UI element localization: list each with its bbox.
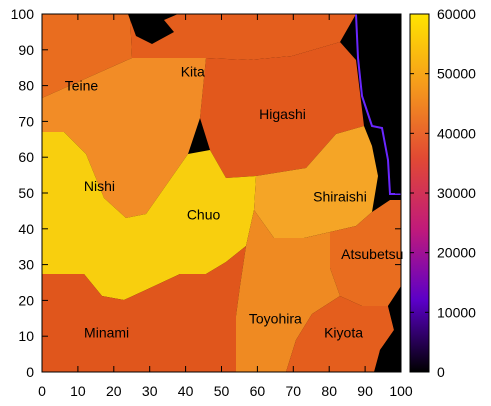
y-tick-label-10: 10 (18, 328, 34, 344)
region-label-kiyota: Kiyota (324, 325, 363, 341)
region-shape-shiraishi (254, 126, 378, 238)
y-tick-label-20: 20 (18, 292, 34, 308)
y-tick-label-90: 90 (18, 42, 34, 58)
x-tick-label-70: 70 (286, 383, 302, 399)
x-tick-label-20: 20 (106, 383, 122, 399)
region-label-nishi: Nishi (84, 178, 115, 194)
colorbar-tick-label-40000: 40000 (437, 125, 476, 141)
region-shape-kita (130, 14, 356, 60)
region-label-atsubetsu: Atsubetsu (341, 246, 403, 262)
x-tick-label-50: 50 (214, 383, 230, 399)
outside-area-bottom-right (376, 286, 401, 372)
region-shape-minami (42, 246, 246, 372)
region-label-shiraishi: Shiraishi (313, 189, 367, 205)
x-tick-label-60: 60 (250, 383, 266, 399)
region-label-toyohira: Toyohira (249, 310, 302, 326)
y-tick-label-100: 100 (11, 6, 35, 22)
x-tick-label-90: 90 (357, 383, 373, 399)
region-shape-chuo (42, 132, 256, 300)
region-label-teine: Teine (65, 78, 99, 94)
y-tick-label-40: 40 (18, 221, 34, 237)
y-tick-label-30: 30 (18, 257, 34, 273)
region-shape-teine (42, 14, 132, 98)
region-labels-layer: Teine Kita Higashi Nishi Chuo Shiraishi Atsube… (65, 63, 404, 340)
district-map-layer (42, 14, 401, 372)
x-tick-label-30: 30 (142, 383, 158, 399)
region-label-chuo: Chuo (187, 206, 221, 222)
region-shape-kiyota (286, 296, 394, 372)
x-tick-label-0: 0 (38, 383, 46, 399)
region-shape-toyohira (236, 210, 340, 372)
colorbar-tick-label-0: 0 (437, 364, 445, 380)
y-tick-label-0: 0 (26, 364, 34, 380)
colorbar-ticks: 0 10000 20000 30000 40000 50000 60000 (410, 6, 476, 380)
colorbar-tick-label-10000: 10000 (437, 304, 476, 320)
y-axis: 0 10 20 30 40 50 60 70 80 90 100 (11, 6, 401, 380)
outside-city-layer (46, 14, 401, 372)
region-label-kita: Kita (181, 63, 205, 79)
region-label-minami: Minami (84, 325, 129, 341)
colorbar-tick-label-50000: 50000 (437, 66, 476, 82)
x-tick-label-10: 10 (70, 383, 86, 399)
outside-area-top-left (46, 14, 178, 44)
region-shape-atsubetsu (330, 200, 401, 306)
colorbar: 0 10000 20000 30000 40000 50000 60000 (409, 6, 476, 380)
colorbar-tick-label-30000: 30000 (437, 185, 476, 201)
outside-area-top-right (356, 14, 401, 194)
region-label-higashi: Higashi (259, 106, 306, 122)
y-tick-label-70: 70 (18, 113, 34, 129)
x-tick-label-80: 80 (321, 383, 337, 399)
region-shape-higashi (200, 42, 364, 178)
colorbar-tick-label-20000: 20000 (437, 245, 476, 261)
y-tick-label-50: 50 (18, 185, 34, 201)
y-tick-label-80: 80 (18, 78, 34, 94)
region-shape-nishi (42, 58, 206, 218)
colorbar-tick-label-60000: 60000 (437, 6, 476, 22)
x-tick-label-100: 100 (389, 383, 413, 399)
outside-edge-accent (355, 14, 401, 195)
y-tick-label-60: 60 (18, 149, 34, 165)
x-axis: 0 10 20 30 40 50 60 70 80 90 100 (38, 14, 413, 399)
x-tick-label-40: 40 (178, 383, 194, 399)
